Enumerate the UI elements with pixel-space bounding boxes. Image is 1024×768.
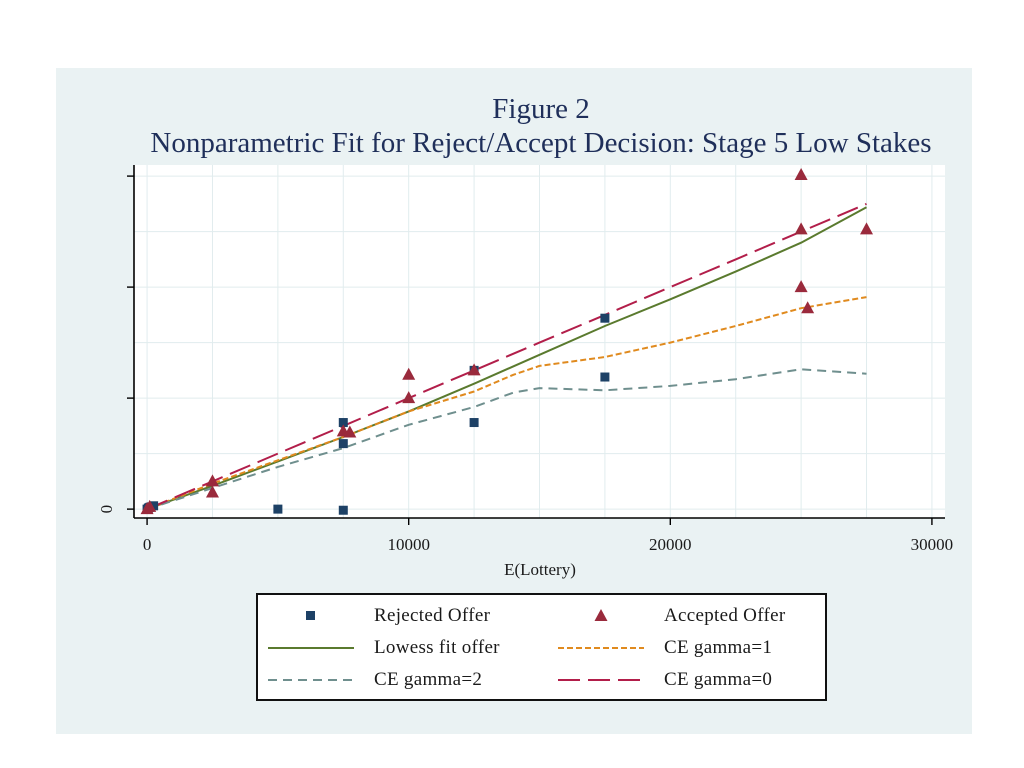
legend-triangle-marker [594, 609, 608, 621]
legend: Rejected Offer Accepted Offer Lowess fit o… [256, 593, 827, 701]
y-tick-label: 0 [97, 505, 116, 514]
x-tick-label: 30000 [911, 535, 954, 554]
accepted-offer-point [402, 391, 416, 404]
legend-label: Lowess fit offer [374, 637, 500, 658]
series-line-ce-gamma-0 [146, 202, 867, 511]
legend-accepted-offer: Accepted Offer [556, 604, 826, 628]
accepted-offer-point [402, 367, 416, 380]
legend-rejected-offer: Rejected Offer [266, 604, 536, 628]
accepted-offer-point [205, 485, 219, 498]
accepted-offer-point [143, 499, 157, 512]
legend-label: Accepted Offer [664, 605, 786, 626]
series-line-ce-gamma-1 [146, 296, 867, 511]
rejected-offer-point [338, 418, 348, 428]
legend-symbol [268, 679, 354, 681]
legend-symbol [558, 679, 644, 681]
x-tick-label: 0 [143, 535, 152, 554]
accepted-offer-point [794, 222, 808, 235]
legend-lowess-fit: Lowess fit offer [266, 636, 536, 660]
accepted-offer-point [343, 425, 357, 438]
grid-layer [134, 165, 945, 518]
rejected-offer-point [469, 418, 479, 428]
accepted-offer-point [467, 363, 481, 376]
series-layer [140, 167, 874, 515]
legend-label: CE gamma=1 [664, 637, 773, 658]
legend-square-marker [306, 611, 315, 620]
axis-layer: 0 10000 20000 30000 0 [97, 165, 953, 554]
accepted-offer-point [205, 474, 219, 487]
x-axis-label: E(Lottery) [504, 560, 576, 579]
x-tick-label: 10000 [387, 535, 430, 554]
rejected-offer-point [338, 439, 348, 449]
chart-title: Figure 2 [492, 93, 589, 125]
legend-label: CE gamma=0 [664, 669, 773, 690]
series-line-ce-gamma-2 [146, 368, 867, 511]
legend-label: CE gamma=2 [374, 669, 483, 690]
rejected-offer-point [273, 504, 283, 514]
rejected-offer-point [600, 372, 610, 382]
legend-ce-gamma-1: CE gamma=1 [556, 636, 826, 660]
chart-subtitle: Nonparametric Fit for Reject/Accept Deci… [150, 127, 931, 159]
legend-ce-gamma-0: CE gamma=0 [556, 668, 826, 692]
accepted-offer-point [794, 167, 808, 180]
legend-symbol [558, 647, 644, 649]
x-tick-label: 20000 [649, 535, 692, 554]
legend-label: Rejected Offer [374, 605, 491, 626]
legend-symbol [268, 647, 354, 649]
accepted-offer-point [801, 301, 815, 314]
accepted-offer-point [860, 222, 874, 235]
rejected-offer-point [338, 505, 348, 515]
accepted-offer-point [794, 280, 808, 293]
legend-symbol [306, 611, 315, 620]
rejected-offer-point [600, 313, 610, 323]
legend-ce-gamma-2: CE gamma=2 [266, 668, 536, 692]
legend-symbol [594, 609, 608, 621]
rejected-offer-point [149, 501, 159, 511]
series-line-lowess-fit-offer [146, 206, 867, 511]
